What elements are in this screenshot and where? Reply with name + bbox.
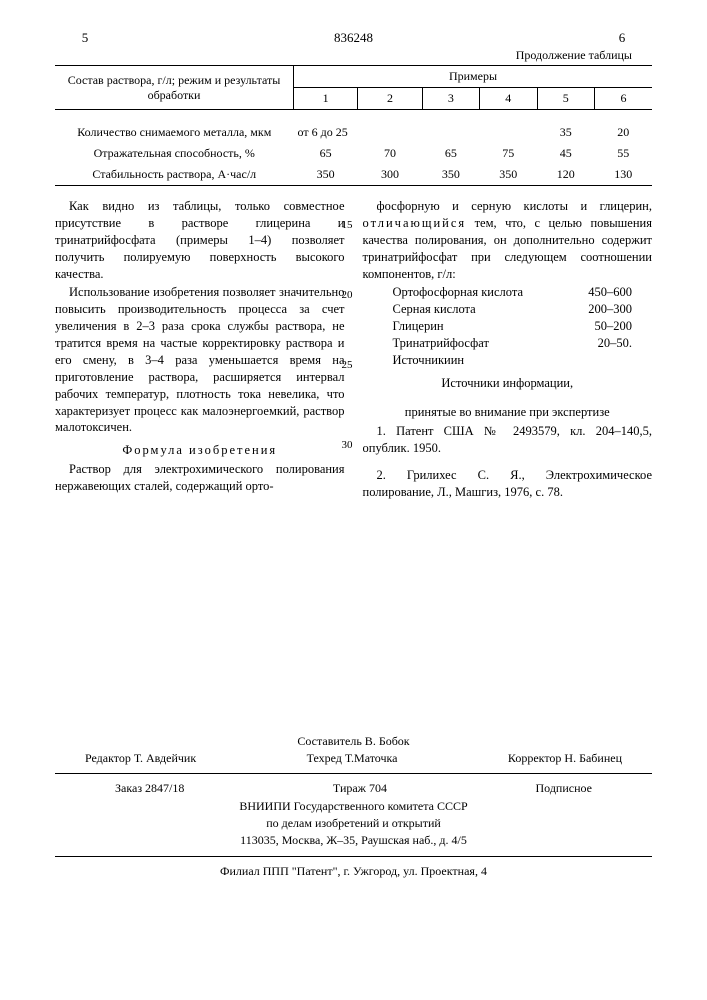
col-header: 6 <box>594 88 652 110</box>
org-line2: по делам изобретений и открытий <box>55 815 652 832</box>
corrector: Корректор Н. Бабинец <box>508 750 622 767</box>
table-row-label-header: Состав раствора, г/л; режим и результаты… <box>55 66 294 110</box>
cell: 350 <box>480 164 537 186</box>
references-subtitle: принятые во внимание при экспертизе <box>363 404 653 421</box>
col-header: 2 <box>358 88 422 110</box>
body-columns: Как видно из таблицы, только совместное … <box>55 198 652 503</box>
cell: 65 <box>422 143 479 164</box>
cell: 75 <box>480 143 537 164</box>
references-title: Источники информации, <box>363 375 653 392</box>
component-row: Ортофосфорная кислота 450–600 <box>363 284 653 301</box>
line-number: 25 <box>342 358 353 373</box>
component-row: Тринатрийфосфат 20–50. <box>363 335 653 352</box>
component-name: Глицерин <box>393 318 444 335</box>
patent-page: 5 836248 6 Продолжение таблицы Состав ра… <box>0 0 707 880</box>
results-table: Состав раствора, г/л; режим и результаты… <box>55 65 652 186</box>
cell: 65 <box>294 143 358 164</box>
techred: Техред Т.Маточка <box>307 750 398 767</box>
left-column: Как видно из таблицы, только совместное … <box>55 198 345 503</box>
cell: 300 <box>358 164 422 186</box>
component-row: Глицерин 50–200 <box>363 318 653 335</box>
cell: 45 <box>537 143 594 164</box>
cell: 35 <box>537 122 594 143</box>
component-name: Серная кислота <box>393 301 476 318</box>
cell: 130 <box>594 164 652 186</box>
row-label: Стабильность раствора, А·час/л <box>55 164 294 186</box>
org-line1: ВНИИПИ Государственного комитета СССР <box>55 798 652 815</box>
header: 5 836248 6 <box>55 30 652 46</box>
subscription: Подписное <box>536 780 593 797</box>
cell: 55 <box>594 143 652 164</box>
tirage: Тираж 704 <box>333 780 387 797</box>
row-label: Отражательная способность, % <box>55 143 294 164</box>
paragraph: Использование изобретения позволяет знач… <box>55 284 345 436</box>
col-left-number: 5 <box>55 30 115 46</box>
footer: Составитель В. Бобок Редактор Т. Авдейчи… <box>55 733 652 881</box>
component-row: Серная кислота 200–300 <box>363 301 653 318</box>
cell: 120 <box>537 164 594 186</box>
cell: от 6 до 25 <box>294 122 423 143</box>
address: 113035, Москва, Ж–35, Раушская наб., д. … <box>55 832 652 849</box>
col-header: 4 <box>480 88 537 110</box>
paragraph: Как видно из таблицы, только совместное … <box>55 198 345 282</box>
compiler: Составитель В. Бобок <box>55 733 652 750</box>
table-row: Количество снимаемого металла, мкм от 6 … <box>55 122 652 143</box>
sources-word: Источникиин <box>363 352 653 369</box>
order-number: Заказ 2847/18 <box>115 780 184 797</box>
col-header: 1 <box>294 88 358 110</box>
table-group-header: Примеры <box>294 66 653 88</box>
distinguishing-word: отличающийся <box>363 216 467 230</box>
table-row: Отражательная способность, % 65 70 65 75… <box>55 143 652 164</box>
cell: 20 <box>594 122 652 143</box>
cell: 350 <box>294 164 358 186</box>
col-header: 5 <box>537 88 594 110</box>
row-label: Количество снимаемого металла, мкм <box>55 122 294 143</box>
table-continuation-label: Продолжение таблицы <box>55 48 632 63</box>
component-value: 50–200 <box>595 318 633 335</box>
component-name: Тринатрийфосфат <box>393 335 489 352</box>
text: фосфорную и серную кислоты и глицерин, <box>377 199 653 213</box>
component-value: 200–300 <box>588 301 632 318</box>
right-column: фосфорную и серную кислоты и глицерин, о… <box>363 198 653 503</box>
col-right-number: 6 <box>592 30 652 46</box>
line-number: 15 <box>342 218 353 233</box>
table-row: Стабильность раствора, А·час/л 350 300 3… <box>55 164 652 186</box>
line-number: 20 <box>342 288 353 303</box>
patent-number: 836248 <box>115 30 592 46</box>
filial: Филиал ППП "Патент", г. Ужгород, ул. Про… <box>55 863 652 880</box>
cell: 70 <box>358 143 422 164</box>
component-value: 20–50. <box>598 335 632 352</box>
col-header: 3 <box>422 88 479 110</box>
editor: Редактор Т. Авдейчик <box>85 750 196 767</box>
component-value: 450–600 <box>588 284 632 301</box>
reference: 1. Патент США № 2493579, кл. 204–140,5, … <box>363 423 653 457</box>
reference: 2. Грилихес С. Я., Электрохимическое пол… <box>363 467 653 501</box>
formula-title: Формула изобретения <box>55 442 345 459</box>
cell: 350 <box>422 164 479 186</box>
component-name: Ортофосфорная кислота <box>393 284 524 301</box>
paragraph: фосфорную и серную кислоты и глицерин, о… <box>363 198 653 282</box>
paragraph: Раствор для электрохимического полирован… <box>55 461 345 495</box>
line-number: 30 <box>342 438 353 453</box>
